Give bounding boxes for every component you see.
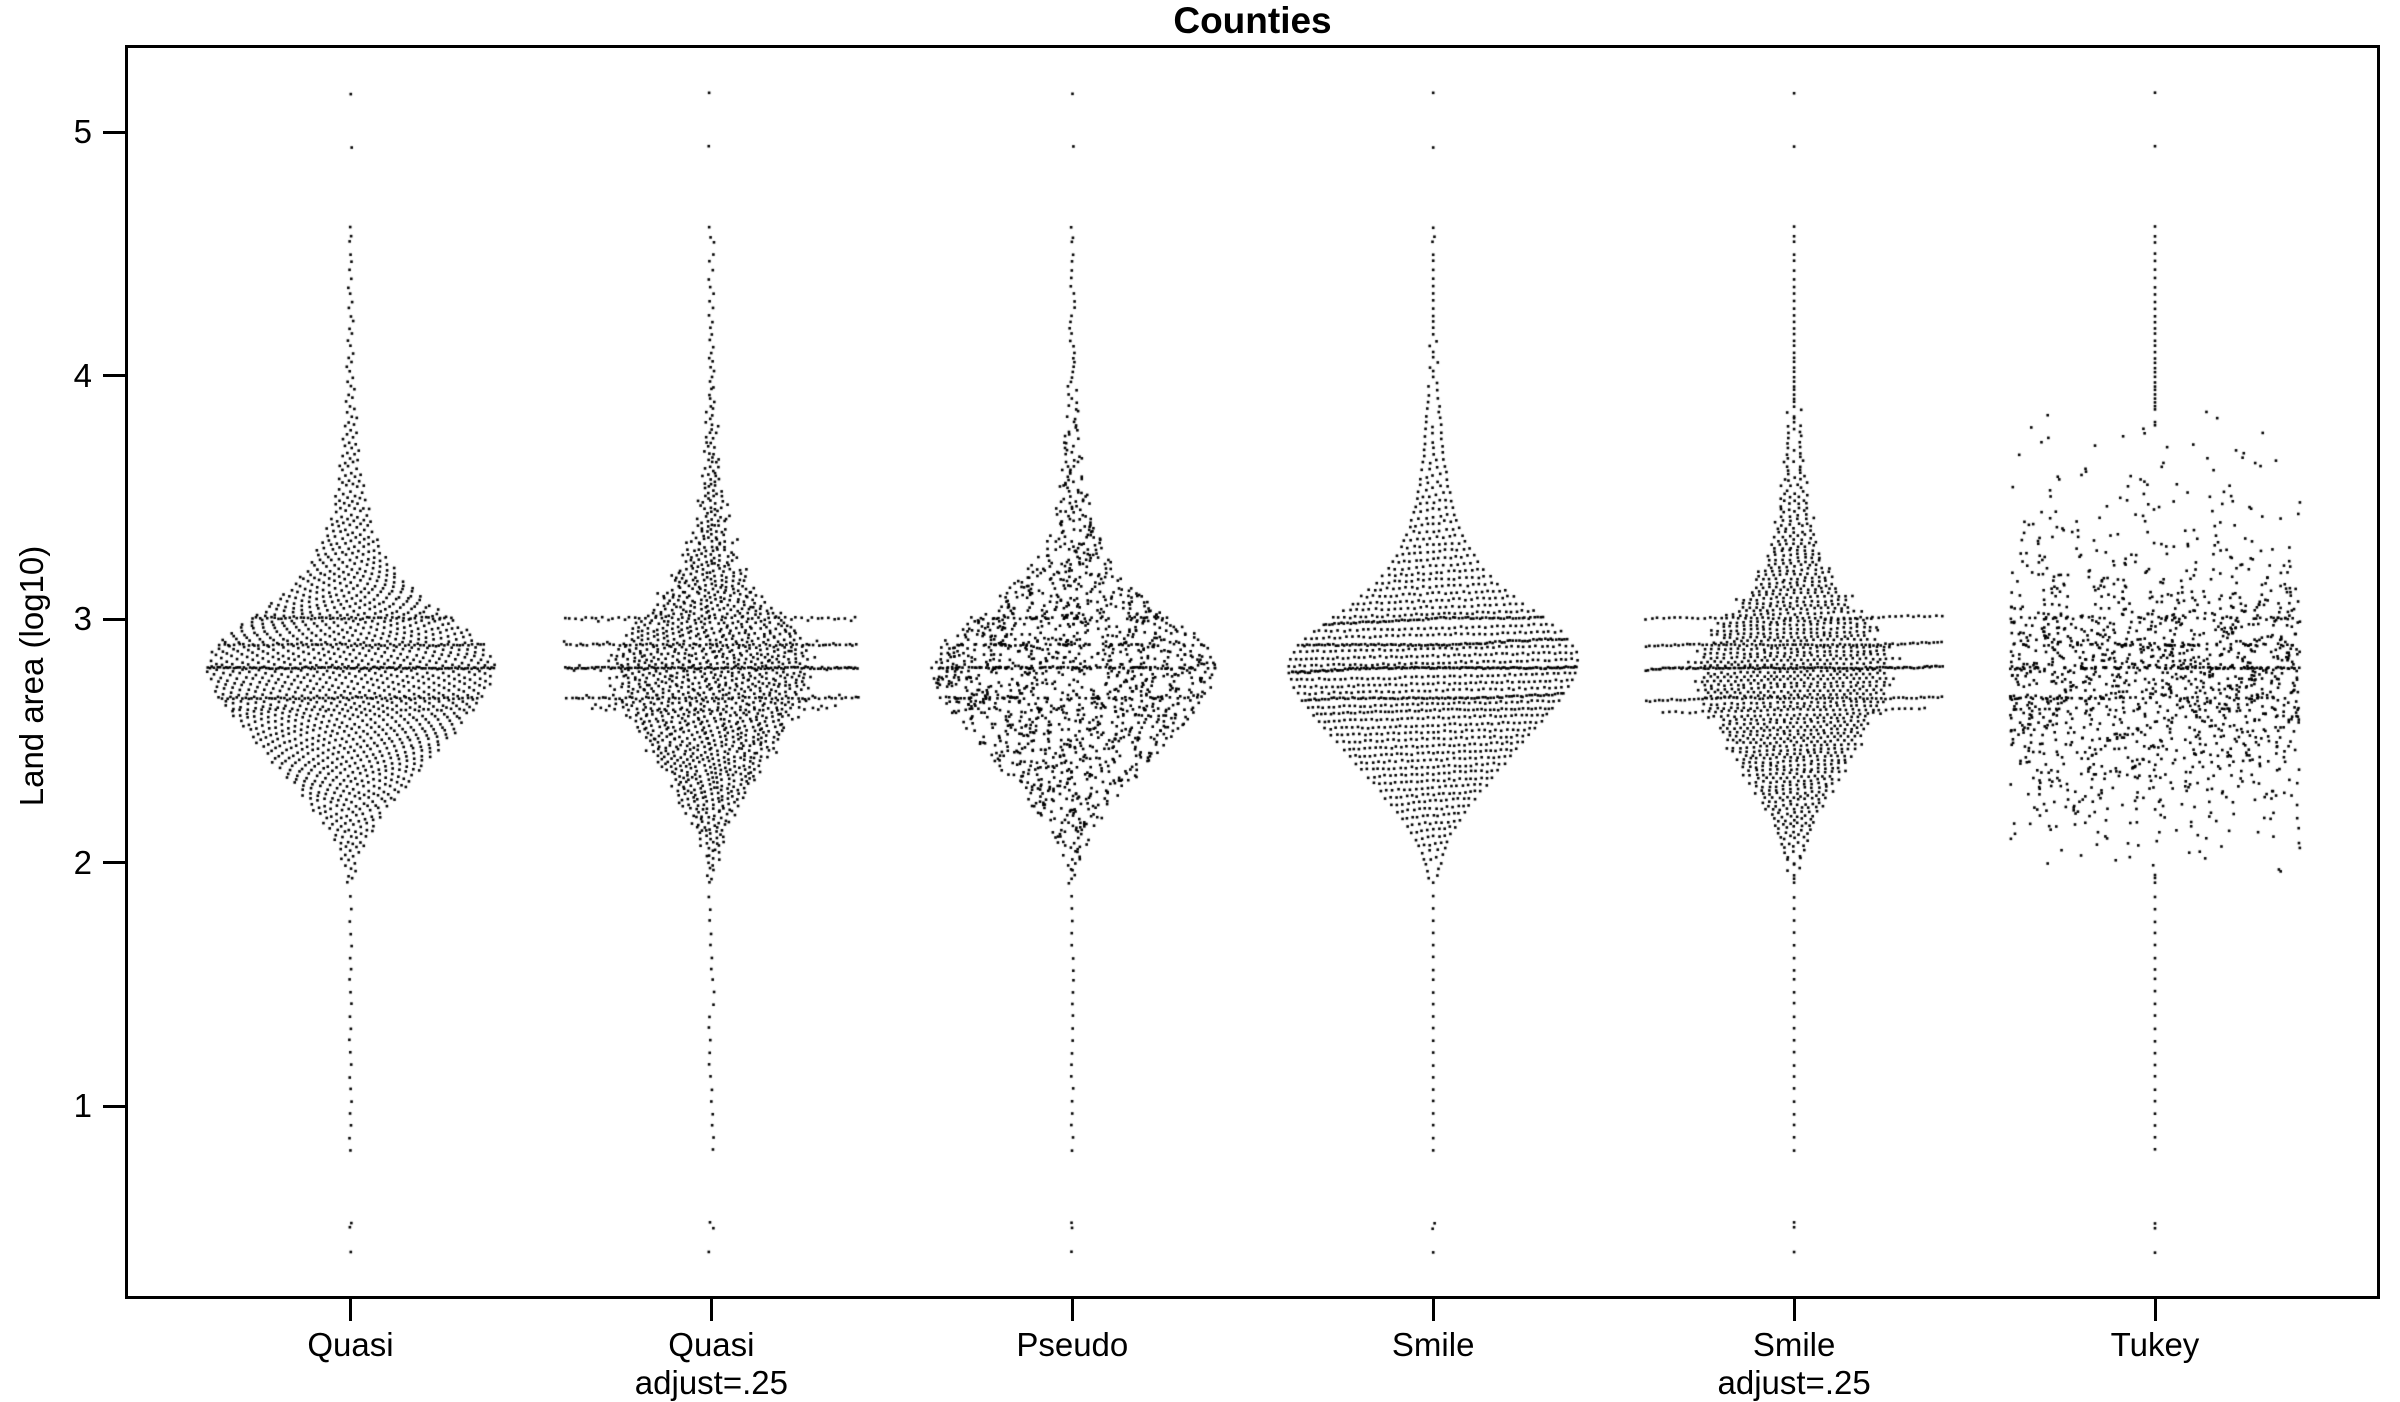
y-tick-mark <box>103 374 125 378</box>
category-label: Smile <box>1391 1326 1475 1363</box>
y-tick-label: 2 <box>73 843 92 881</box>
category-sublabel: adjust=.25 <box>634 1364 788 1401</box>
x-tick-label-quasi-adjust: Quasi adjust=.25 <box>501 1326 921 1402</box>
category-label: Pseudo <box>1016 1326 1129 1363</box>
y-tick-label: 1 <box>73 1087 92 1125</box>
x-tick-mark <box>1792 1299 1796 1321</box>
category-label: Smile <box>1752 1326 1836 1363</box>
x-tick-label-smile: Smile <box>1223 1326 1643 1364</box>
x-tick-mark <box>709 1299 713 1321</box>
x-tick-label-quasi: Quasi <box>141 1326 561 1364</box>
category-label: Tukey <box>2110 1326 2200 1363</box>
y-tick-mark <box>103 1104 125 1108</box>
y-tick-mark <box>103 617 125 621</box>
category-label: Quasi <box>307 1326 394 1363</box>
category-label: Quasi <box>668 1326 755 1363</box>
y-tick-label: 3 <box>73 600 92 638</box>
x-tick-mark <box>1070 1299 1074 1321</box>
x-tick-mark <box>2153 1299 2157 1321</box>
x-tick-label-smile-adjust: Smile adjust=.25 <box>1584 1326 2004 1402</box>
plot-border-box <box>125 45 2380 1299</box>
y-tick-label: 5 <box>73 113 92 151</box>
y-tick-mark <box>103 861 125 865</box>
y-tick-mark <box>103 130 125 134</box>
x-tick-mark <box>1431 1299 1435 1321</box>
category-sublabel: adjust=.25 <box>1717 1364 1871 1401</box>
x-tick-label-pseudo: Pseudo <box>862 1326 1282 1364</box>
chart-title: Counties <box>1173 0 1332 41</box>
x-tick-mark <box>349 1299 352 1321</box>
x-tick-label-tukey: Tukey <box>1945 1326 2365 1364</box>
y-tick-label: 4 <box>73 356 92 394</box>
